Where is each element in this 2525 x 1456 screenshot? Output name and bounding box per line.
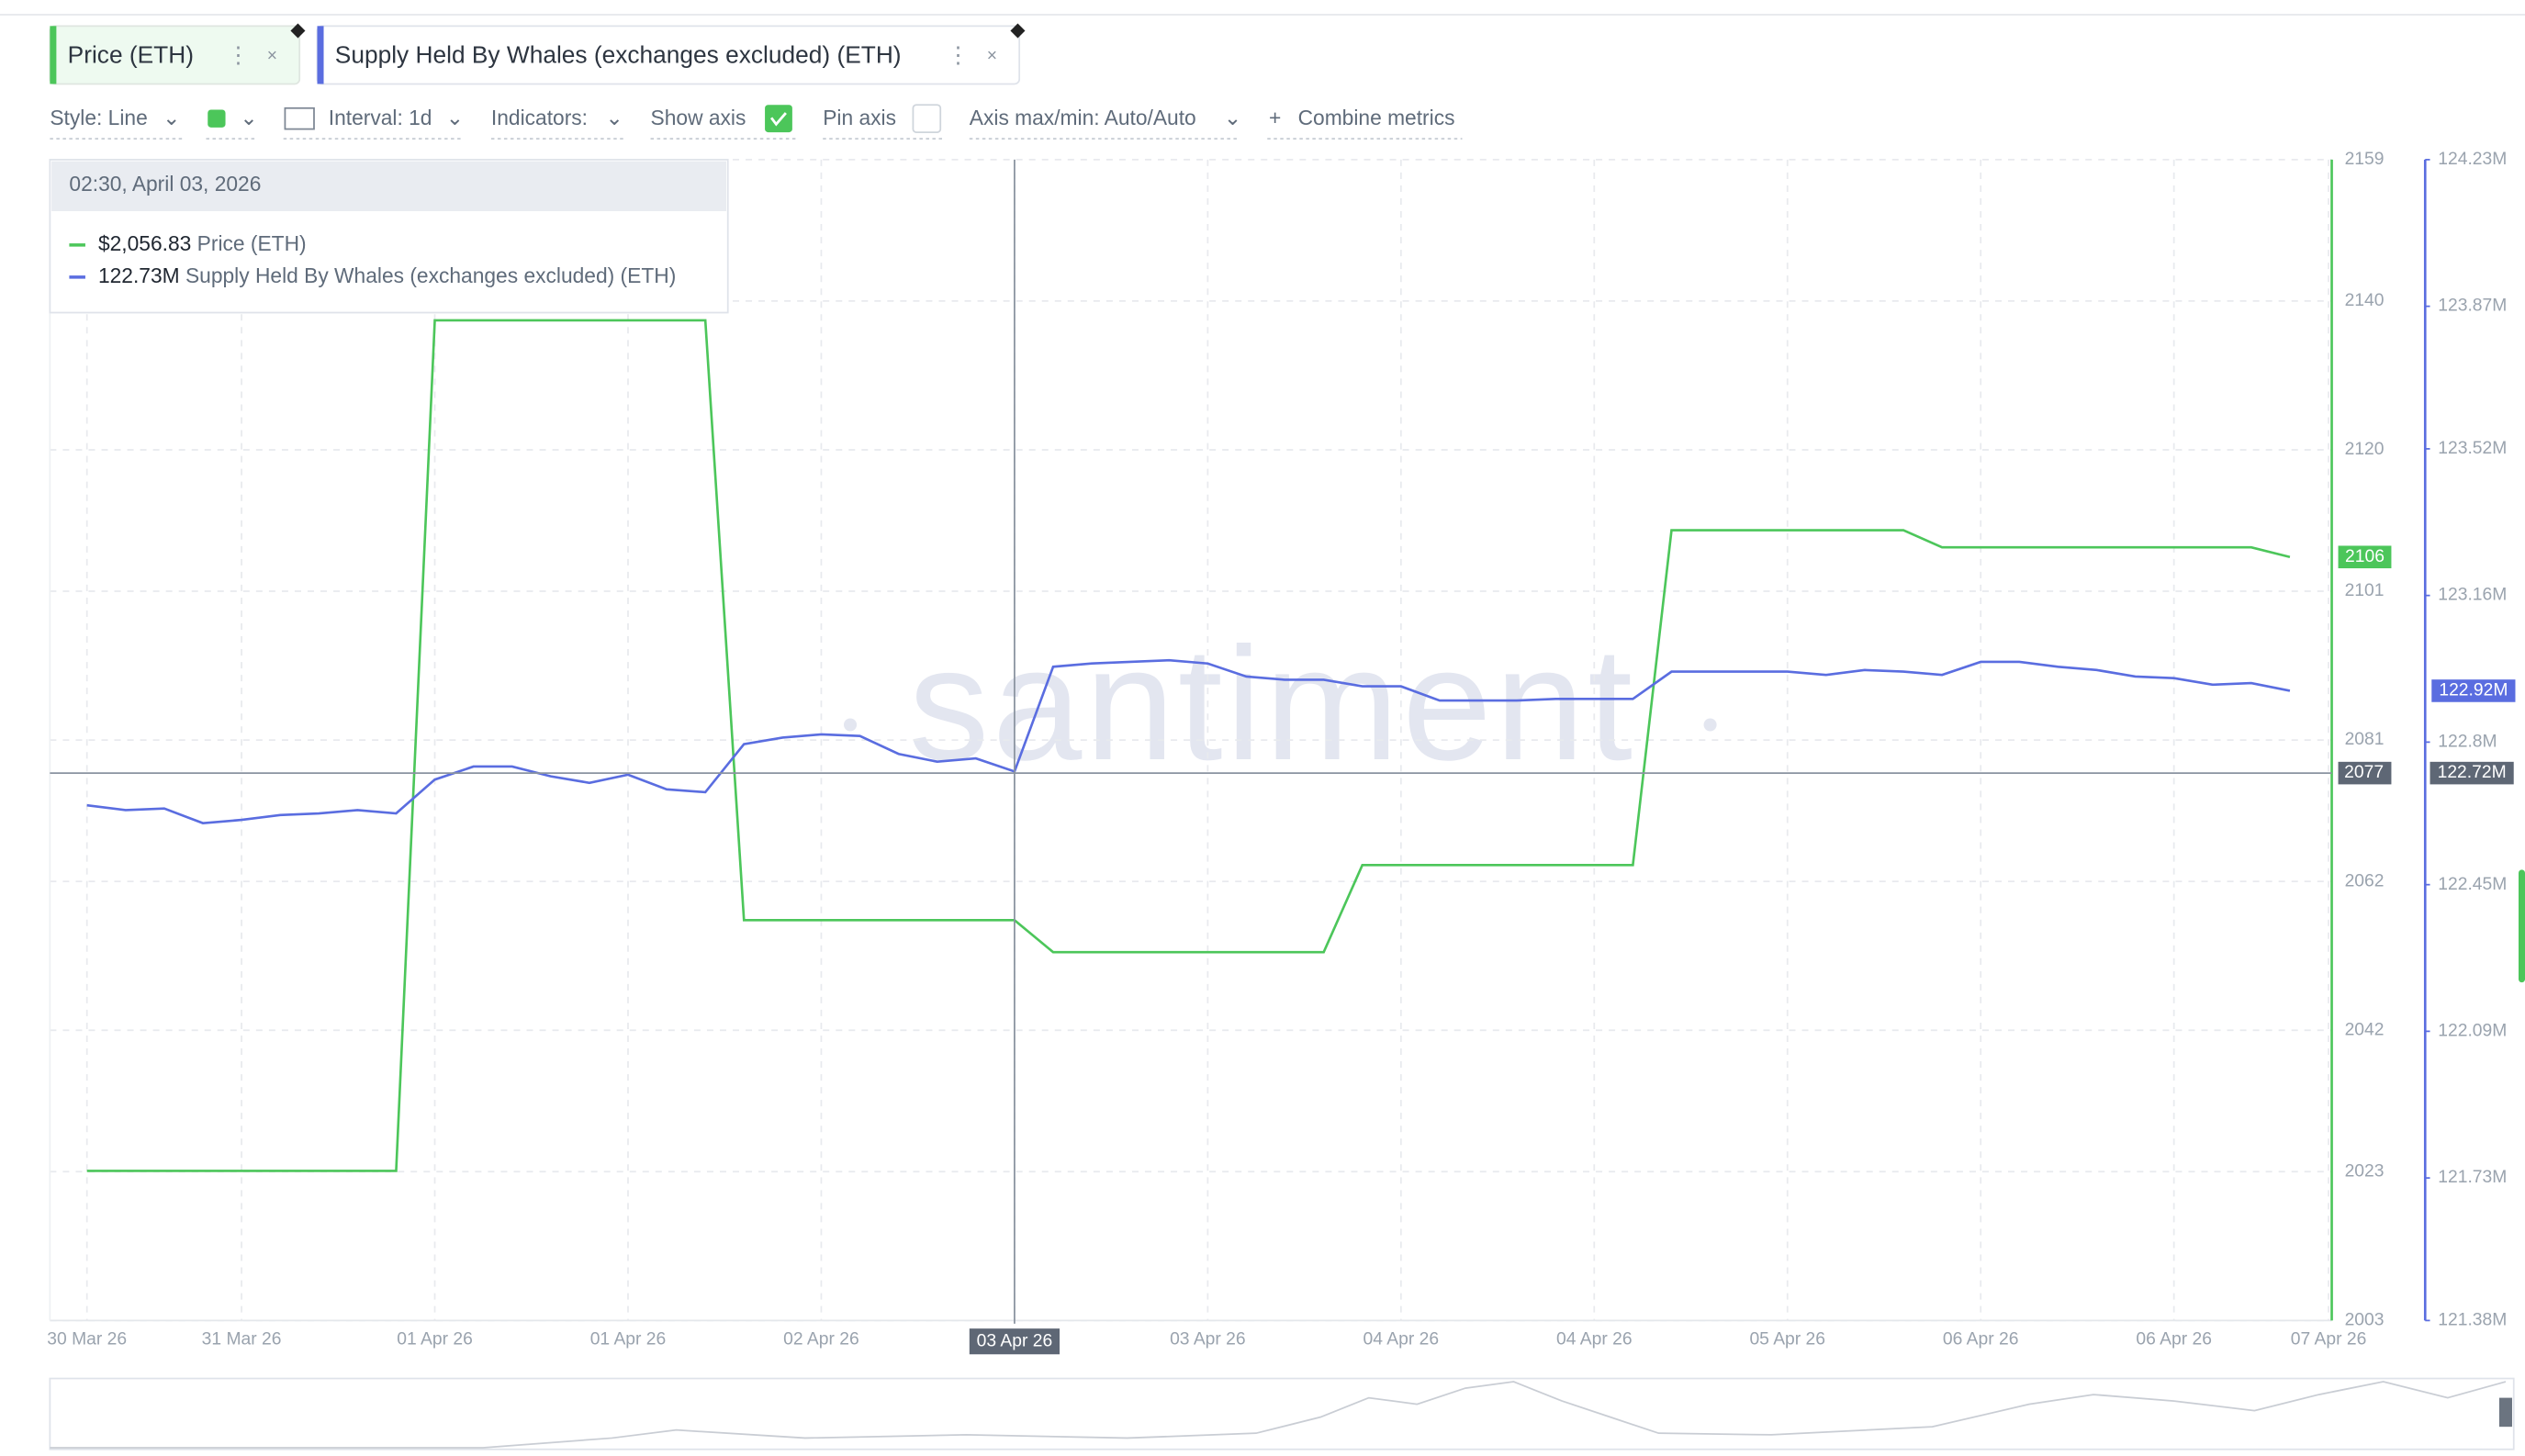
tab-menu[interactable]: ⋮ bbox=[227, 43, 250, 68]
y-tick-label: 2159 bbox=[2345, 150, 2385, 169]
x-tick-label: 31 Mar 26 bbox=[202, 1330, 282, 1350]
chevron: ⌄ bbox=[163, 106, 180, 129]
y2-tick-label: 123.87M bbox=[2438, 297, 2507, 316]
chevron: ⌄ bbox=[240, 106, 257, 129]
tab-label: Supply Held By Whales (exchanges exclude… bbox=[335, 41, 902, 69]
navigator-line bbox=[50, 1381, 2507, 1449]
pin-axis[interactable]: Pin axis bbox=[823, 106, 896, 129]
y-tick-label: 2062 bbox=[2345, 871, 2385, 890]
y2-tick-label: 121.38M bbox=[2438, 1311, 2507, 1330]
last-value-badge bbox=[2338, 545, 2392, 569]
check bbox=[769, 112, 787, 127]
x-tick-label: 06 Apr 26 bbox=[2136, 1330, 2212, 1350]
eth-icon: ◆ bbox=[290, 19, 306, 40]
tab-label: Price (ETH) bbox=[68, 41, 194, 69]
crosshair-y-label: 2077 bbox=[2344, 763, 2384, 782]
chevron: ⌄ bbox=[1224, 106, 1241, 129]
y-tick-label: 2003 bbox=[2345, 1311, 2385, 1330]
y-tick-label: 2081 bbox=[2345, 730, 2385, 749]
tooltip-header bbox=[51, 161, 726, 212]
y2-tick-label: 123.52M bbox=[2438, 439, 2507, 458]
calendar-icon bbox=[284, 106, 315, 130]
y-tick-label: 2140 bbox=[2345, 291, 2385, 310]
indicators-select[interactable]: Indicators: bbox=[491, 106, 588, 129]
y-tick-label: 2023 bbox=[2345, 1161, 2385, 1181]
tab-close[interactable]: × bbox=[267, 47, 277, 66]
crosshair-x-label: 03 Apr 26 bbox=[977, 1331, 1053, 1350]
axis-minmax[interactable]: Axis max/min: Auto/Auto bbox=[970, 106, 1196, 129]
crosshair-x-badge bbox=[969, 1328, 1060, 1355]
x-tick-label: 01 Apr 26 bbox=[397, 1330, 473, 1350]
y2-tick-label: 121.73M bbox=[2438, 1168, 2507, 1187]
tooltip-value: $2,056.83 bbox=[98, 231, 191, 255]
x-tick-label: 30 Mar 26 bbox=[47, 1330, 127, 1350]
last-value-label: 2106 bbox=[2345, 547, 2385, 566]
x-tick-label: 01 Apr 26 bbox=[590, 1330, 667, 1350]
navigator[interactable] bbox=[49, 1377, 2515, 1450]
tooltip-row: $2,056.83 Price (ETH) bbox=[98, 231, 307, 255]
x-tick-label: 04 Apr 26 bbox=[1556, 1330, 1633, 1350]
tooltip-date: 02:30, April 03, 2026 bbox=[69, 172, 261, 196]
chevron: ⌄ bbox=[446, 106, 464, 129]
combine-metrics[interactable]: Combine metrics bbox=[1298, 106, 1455, 129]
scroll-indicator bbox=[2518, 869, 2525, 983]
x-tick-label: 02 Apr 26 bbox=[783, 1330, 859, 1350]
last-value-badge bbox=[2431, 679, 2516, 702]
x-tick-label: 05 Apr 26 bbox=[1749, 1330, 1825, 1350]
x-tick-label: 04 Apr 26 bbox=[1364, 1330, 1440, 1350]
watermark-dot bbox=[1703, 718, 1717, 732]
tab-menu[interactable]: ⋮ bbox=[947, 43, 970, 68]
crosshair-y2-badge bbox=[2430, 761, 2514, 785]
style-select[interactable]: Style: Line bbox=[50, 106, 147, 129]
y-tick-label: 2101 bbox=[2345, 581, 2385, 600]
y2-tick-label: 122.45M bbox=[2438, 875, 2507, 894]
eth-icon: ◆ bbox=[1010, 19, 1026, 40]
navigator-handle[interactable] bbox=[2498, 1397, 2512, 1428]
tooltip-row: 122.73M Supply Held By Whales (exchanges… bbox=[98, 263, 676, 287]
tab-color bbox=[50, 26, 57, 84]
y2-tick-label: 123.16M bbox=[2438, 586, 2507, 605]
color-picker[interactable] bbox=[208, 109, 226, 128]
x-tick-label: 07 Apr 26 bbox=[2291, 1330, 2367, 1350]
tooltip-series: Supply Held By Whales (exchanges exclude… bbox=[185, 263, 676, 287]
crosshair-y-badge bbox=[2338, 761, 2392, 785]
show-axis[interactable]: Show axis bbox=[651, 106, 746, 129]
last-value-label: 122.92M bbox=[2439, 681, 2508, 700]
y-tick-label: 2042 bbox=[2345, 1020, 2385, 1039]
tab-color bbox=[317, 26, 324, 84]
checkbox-checked[interactable] bbox=[765, 105, 792, 133]
x-tick-label: 06 Apr 26 bbox=[1943, 1330, 2019, 1350]
plus-icon: + bbox=[1269, 106, 1281, 129]
y-tick-label: 2120 bbox=[2345, 440, 2385, 459]
tooltip-series: Price (ETH) bbox=[197, 231, 307, 255]
crosshair-y2-label: 122.72M bbox=[2438, 763, 2507, 782]
checkbox[interactable] bbox=[912, 104, 942, 133]
watermark: santiment bbox=[909, 614, 1636, 794]
series-line bbox=[86, 319, 2291, 1172]
tooltip-value: 122.73M bbox=[98, 263, 180, 287]
x-tick-label: 03 Apr 26 bbox=[1170, 1330, 1246, 1350]
y2-tick-label: 122.09M bbox=[2438, 1021, 2507, 1040]
interval-select[interactable]: Interval: 1d bbox=[329, 106, 432, 129]
chevron: ⌄ bbox=[605, 106, 623, 129]
tab-close[interactable]: × bbox=[987, 47, 997, 66]
y2-tick-label: 122.8M bbox=[2438, 732, 2497, 751]
y2-tick-label: 124.23M bbox=[2438, 150, 2507, 169]
watermark-dot bbox=[844, 718, 858, 732]
